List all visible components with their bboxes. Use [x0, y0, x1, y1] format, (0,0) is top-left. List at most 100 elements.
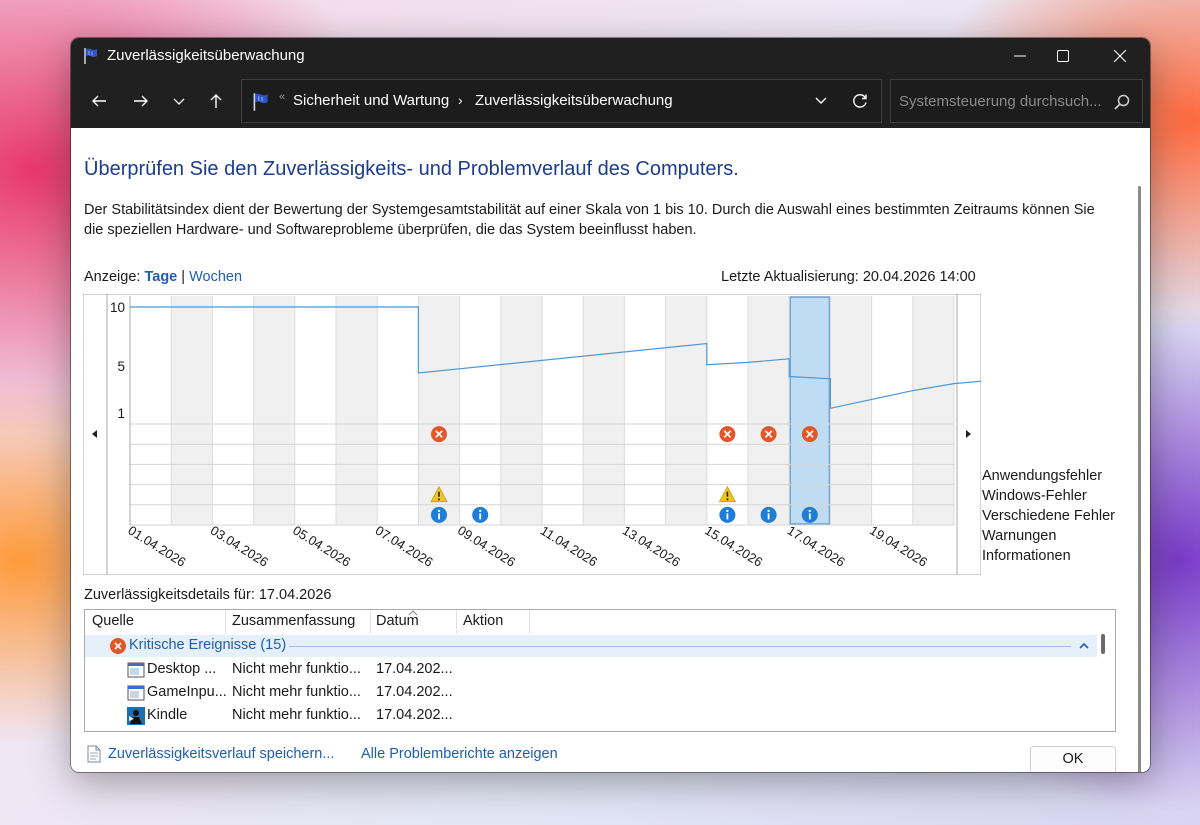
stability-index-line — [130, 306, 981, 410]
category-label-app-errors: Anwendungsfehler — [982, 468, 1103, 484]
minimize-icon — [1014, 55, 1026, 57]
view-all-reports-link[interactable]: Alle Problemberichte anzeigen — [361, 746, 558, 762]
list-header: Quelle Zusammenfassung Datum Aktion — [85, 610, 1115, 634]
breadcrumb-overflow[interactable]: « — [279, 91, 286, 103]
day-column[interactable] — [130, 296, 172, 525]
category-label-windows-errors: Windows-Fehler — [982, 488, 1087, 504]
day-column[interactable] — [500, 296, 542, 525]
save-history-link[interactable]: Zuverlässigkeitsverlauf speichern... — [108, 746, 335, 762]
address-bar[interactable]: « Sicherheit und Wartung › Zuverlässigke… — [241, 79, 882, 123]
caret-right-icon[interactable] — [966, 430, 971, 438]
up-button[interactable] — [201, 87, 231, 115]
details-list[interactable]: Quelle Zusammenfassung Datum Aktion Krit… — [84, 609, 1116, 732]
day-column[interactable] — [830, 296, 872, 525]
footer: Zuverlässigkeitsverlauf speichern... All… — [71, 732, 1150, 772]
cell-source: Kindle — [147, 707, 188, 723]
view-days-link[interactable]: Tage — [144, 269, 178, 285]
search-box[interactable] — [890, 79, 1143, 123]
forward-button[interactable] — [126, 87, 156, 115]
refresh-button[interactable] — [849, 90, 871, 112]
cell-summary: Nicht mehr funktio... — [232, 707, 361, 723]
cell-date: 17.04.202... — [376, 707, 453, 723]
content-area: Überprüfen Sie den Zuverlässigkeits- und… — [71, 128, 1150, 772]
day-column[interactable] — [542, 296, 584, 525]
column-header-date[interactable]: Datum — [376, 613, 419, 629]
day-column[interactable] — [583, 296, 625, 525]
column-divider[interactable] — [370, 610, 371, 634]
error-x-mark — [805, 430, 814, 438]
day-column[interactable] — [871, 296, 913, 525]
maximize-icon — [1057, 50, 1069, 62]
recent-locations-button[interactable] — [164, 87, 194, 115]
day-column[interactable] — [253, 296, 295, 525]
day-column[interactable] — [459, 296, 501, 525]
error-x-mark — [723, 430, 732, 438]
day-column[interactable] — [294, 296, 336, 525]
view-selector: Anzeige: Tage | Wochen — [84, 269, 242, 285]
refresh-icon — [853, 94, 867, 108]
security-flag-icon — [84, 48, 97, 64]
caret-left-icon[interactable] — [92, 430, 97, 438]
cell-source: Desktop ... — [147, 661, 217, 677]
column-header-summary[interactable]: Zusammenfassung — [232, 613, 356, 629]
table-row[interactable]: GameInpu... Nicht mehr funktio... 17.04.… — [85, 681, 1097, 704]
column-divider[interactable] — [456, 610, 457, 634]
day-column[interactable] — [624, 296, 666, 525]
day-column[interactable] — [212, 296, 254, 525]
maximize-button[interactable] — [1037, 38, 1089, 74]
arrow-up-icon — [210, 94, 222, 108]
search-input[interactable] — [891, 80, 1111, 122]
category-label-misc-errors: Verschiedene Fehler — [982, 508, 1115, 524]
minimize-button[interactable] — [994, 38, 1046, 74]
column-header-source[interactable]: Quelle — [92, 613, 134, 629]
last-update-text: Letzte Aktualisierung: 20.04.2026 14:00 — [721, 269, 976, 285]
breadcrumb-security-maintenance[interactable]: Sicherheit und Wartung — [293, 92, 450, 109]
column-divider[interactable] — [529, 610, 530, 634]
warning-dot — [438, 498, 440, 501]
page-description: Der Stabilitätsindex dient der Bewertung… — [84, 202, 1095, 238]
document-icon — [87, 745, 101, 763]
back-button[interactable] — [84, 87, 114, 115]
info-dot — [808, 509, 811, 513]
cell-date: 17.04.202... — [376, 684, 453, 700]
day-column[interactable] — [665, 296, 707, 525]
group-divider — [289, 646, 1071, 647]
selected-day-column[interactable] — [789, 296, 831, 525]
info-dot — [479, 509, 482, 513]
page-scrollbar-thumb[interactable] — [1138, 186, 1141, 772]
list-scrollbar-thumb[interactable] — [1101, 634, 1105, 654]
ok-button[interactable]: OK — [1030, 746, 1116, 772]
close-button[interactable] — [1094, 38, 1146, 74]
category-label-warnings: Warnungen — [982, 528, 1057, 544]
breadcrumb-separator[interactable]: › — [458, 92, 463, 108]
table-row[interactable]: Kindle Nicht mehr funktio... 17.04.202..… — [85, 704, 1097, 727]
sort-ascending-icon — [408, 610, 418, 616]
chevron-down-icon — [173, 98, 185, 105]
day-column[interactable] — [336, 296, 378, 525]
event-category-labels: Anwendungsfehler Windows-Fehler Verschie… — [982, 466, 1115, 566]
arrow-left-icon — [92, 95, 106, 107]
table-row[interactable]: Desktop ... Nicht mehr funktio... 17.04.… — [85, 658, 1097, 681]
category-label-info: Informationen — [982, 548, 1071, 564]
address-dropdown-button[interactable] — [810, 90, 832, 112]
day-column[interactable] — [377, 296, 419, 525]
error-icon — [110, 638, 126, 654]
window-title: Zuverlässigkeitsüberwachung — [107, 47, 305, 64]
day-column[interactable] — [171, 296, 213, 525]
y-tick-label: 5 — [117, 359, 125, 374]
error-x-mark — [435, 430, 443, 438]
breadcrumb-reliability-monitor[interactable]: Zuverlässigkeitsüberwachung — [475, 92, 673, 109]
day-column[interactable] — [748, 296, 790, 525]
details-label: Zuverlässigkeitsdetails für: 17.04.2026 — [84, 587, 332, 603]
page-title: Überprüfen Sie den Zuverlässigkeits- und… — [84, 158, 739, 180]
day-column[interactable] — [912, 296, 954, 525]
info-dot — [767, 509, 770, 513]
group-critical-events[interactable]: Kritische Ereignisse (15) — [85, 635, 1097, 657]
view-weeks-link[interactable]: Wochen — [189, 269, 243, 285]
column-divider[interactable] — [225, 610, 226, 634]
chevron-up-icon[interactable] — [1077, 639, 1091, 653]
column-header-action[interactable]: Aktion — [463, 613, 504, 629]
arrow-right-icon — [134, 95, 148, 107]
error-x-mark — [764, 430, 773, 438]
